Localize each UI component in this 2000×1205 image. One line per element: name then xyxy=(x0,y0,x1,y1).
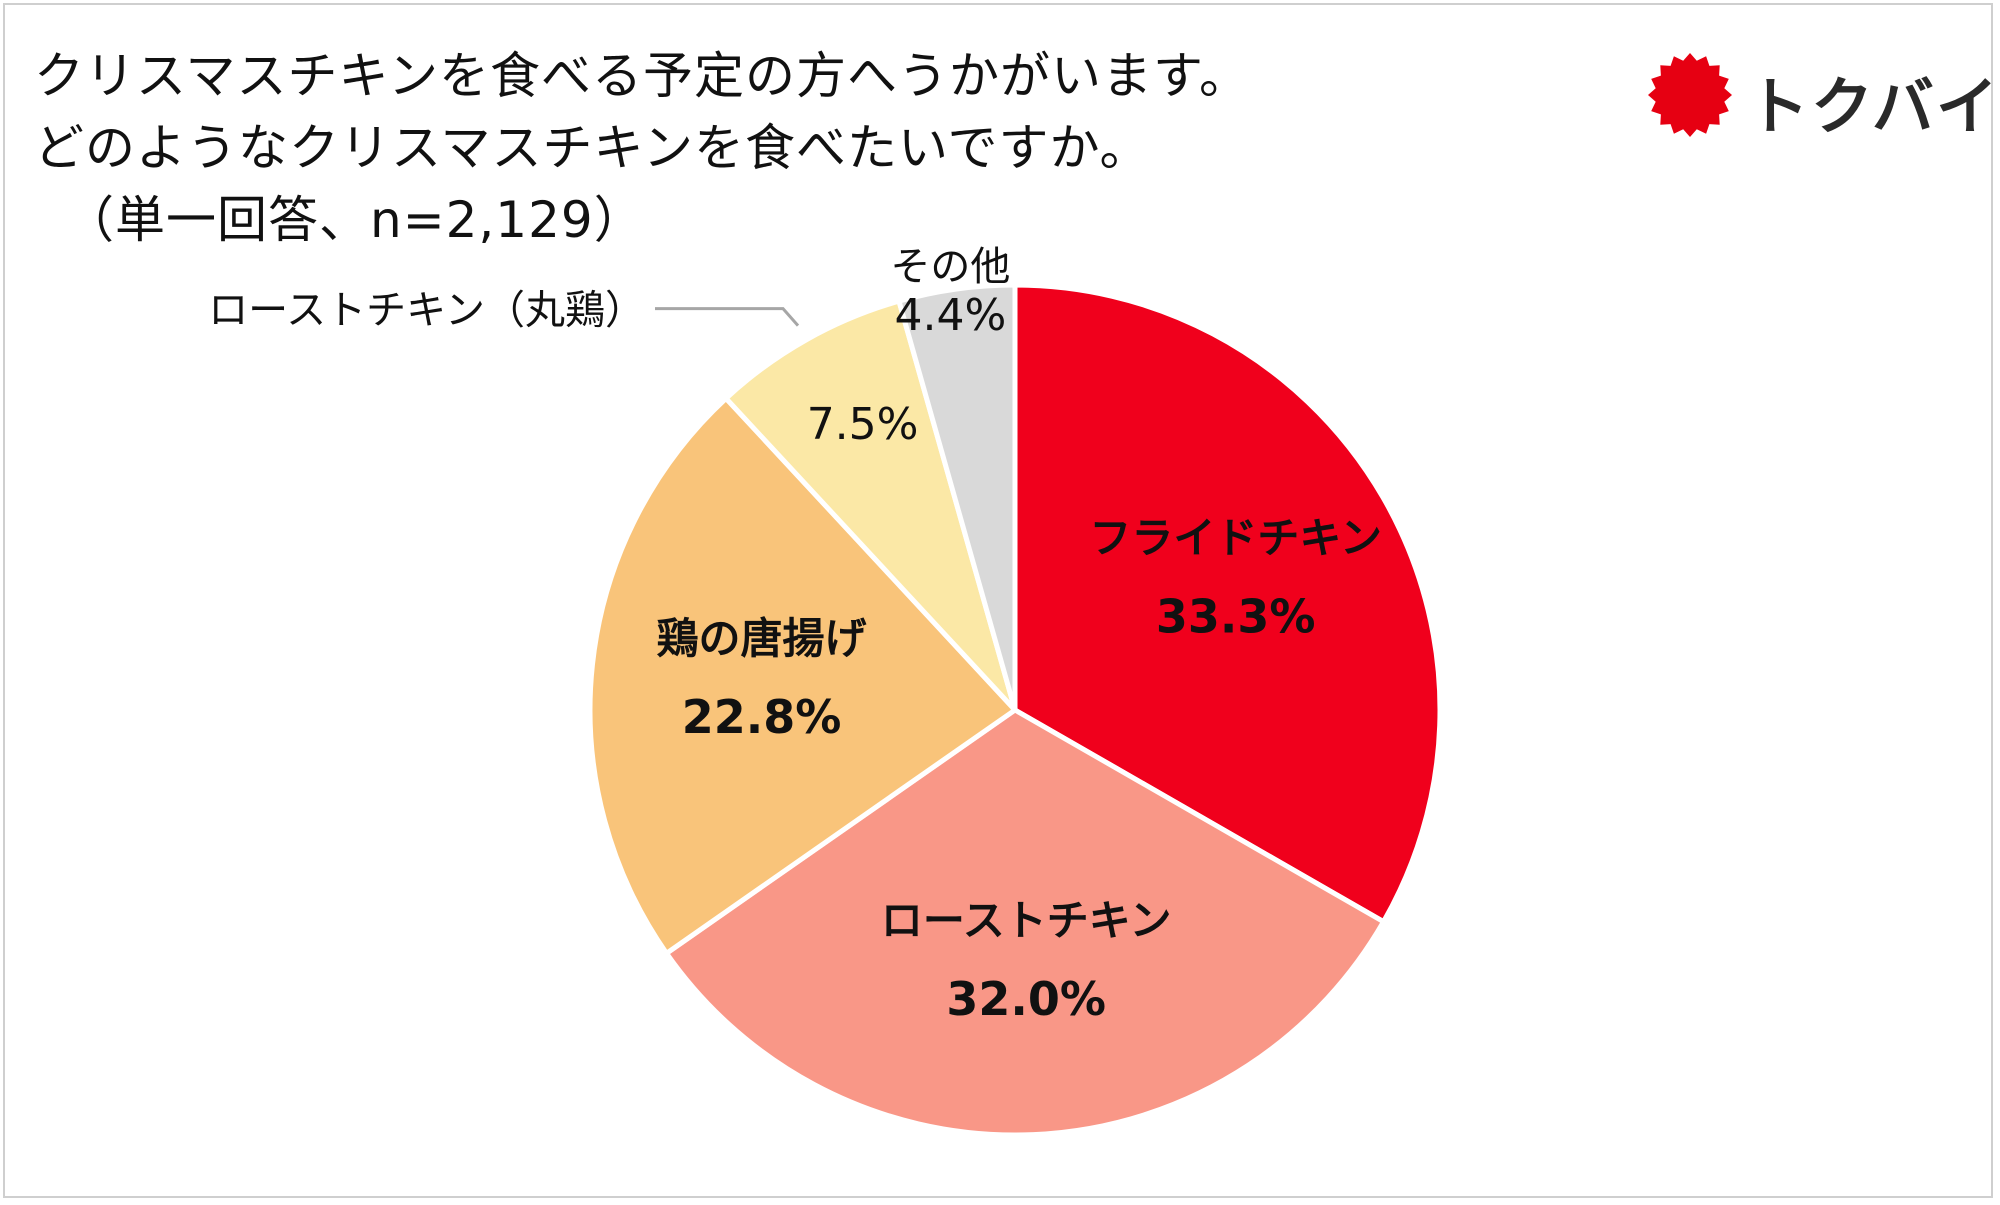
red-sunburst-icon xyxy=(1648,53,1732,137)
slice-value-0: 33.3% xyxy=(1156,589,1316,643)
pie-slice-3 xyxy=(723,298,1018,713)
slice-label-2: 鶏の唐揚げ xyxy=(656,614,866,663)
slice-value-3: 7.5% xyxy=(807,399,919,450)
callout-leader-line-3 xyxy=(655,307,800,327)
pie-slice-2 xyxy=(587,395,1018,956)
pie-slice-1 xyxy=(664,707,1387,1138)
slice-value-4: 4.4% xyxy=(895,290,1007,341)
title-line-2: どのようなクリスマスチキンを食べたいですか。 xyxy=(34,119,1151,177)
slice-label-3: ローストチキン（丸鶏） xyxy=(208,288,645,334)
chart-title: クリスマスチキンを食べる予定の方へうかがいます。 どのようなクリスマスチキンを食… xyxy=(34,40,1250,256)
slice-value-1: 32.0% xyxy=(946,972,1106,1026)
slice-label-4: その他 xyxy=(890,244,1010,290)
slice-label-1: ローストチキン xyxy=(881,896,1172,945)
title-note: （単一回答、n=2,129） xyxy=(64,191,645,249)
slice-label-0: フライドチキン xyxy=(1089,513,1382,562)
tokubai-logo: トクバイ xyxy=(1645,50,1998,143)
pie-slice-4 xyxy=(896,282,1018,713)
chart-frame xyxy=(3,3,1993,1198)
pie-slices xyxy=(587,282,1443,1138)
slice-value-2: 22.8% xyxy=(682,690,842,744)
title-line-1: クリスマスチキンを食べる予定の方へうかがいます。 xyxy=(34,47,1250,105)
logo-text: トクバイ xyxy=(1747,70,2000,143)
pie-slice-0 xyxy=(1012,282,1443,925)
